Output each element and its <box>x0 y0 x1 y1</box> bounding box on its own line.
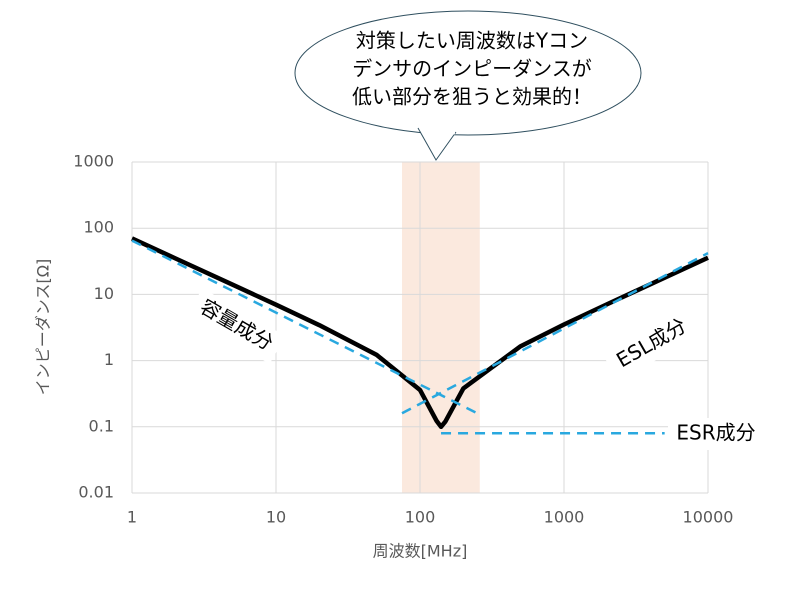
impedance-line <box>131 236 709 430</box>
series-name: ESR成分 <box>676 421 755 445</box>
y-axis-label: インピーダンス[Ω] <box>34 259 53 395</box>
label-background <box>186 288 286 364</box>
x-tick-label: 100 <box>405 508 436 527</box>
x-tick-label: 10 <box>266 508 286 527</box>
series-label: ESR成分 <box>668 418 764 450</box>
x-tick-label: 1000 <box>544 508 585 527</box>
callout-line: 対策したい周波数はYコン <box>356 29 588 53</box>
callout-line: デンサのインピーダンスが <box>352 57 592 81</box>
label-background <box>602 306 702 382</box>
y-tick-label: 100 <box>83 218 114 237</box>
y-tick-label: 10 <box>94 284 114 303</box>
x-tick-label: 1 <box>127 508 137 527</box>
series-label: 容量成分 <box>186 288 286 364</box>
series-label: ESL成分 <box>602 306 702 382</box>
y-tick-label: 1000 <box>73 152 114 171</box>
x-tick-label: 10000 <box>683 508 734 527</box>
y-tick-label: 1 <box>104 350 114 369</box>
y-tick-label: 0.01 <box>78 483 114 502</box>
guide-line <box>131 239 478 415</box>
guide-line <box>401 252 709 415</box>
label-background <box>668 418 764 450</box>
y-tick-label: 0.1 <box>89 416 114 435</box>
x-axis-label: 周波数[MHz] <box>373 542 468 561</box>
highlight-band <box>402 162 480 493</box>
callout-line: 低い部分を狙うと効果的！ <box>352 85 592 109</box>
callout-tail <box>417 127 457 161</box>
callout-join <box>419 127 456 135</box>
callout-bubble <box>294 10 642 136</box>
